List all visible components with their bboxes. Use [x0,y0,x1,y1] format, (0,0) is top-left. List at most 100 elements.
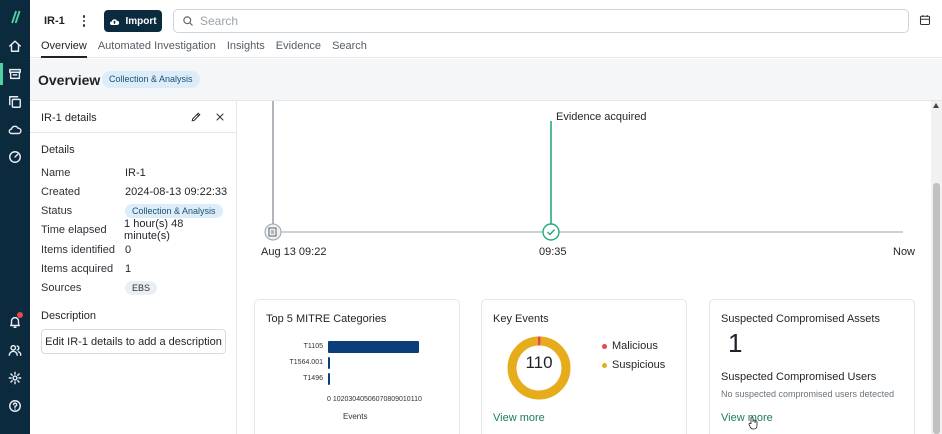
search-icon [183,16,193,26]
help-icon[interactable] [4,395,26,417]
tab-search[interactable]: Search [332,40,367,52]
detail-key: Time elapsed [41,224,107,236]
description-label: Description [41,310,97,322]
detail-row-items-identified: Items identified 0 [41,242,231,258]
mitre-categories-card: Top 5 MITRE Categories T1105 T1564.001 T14… [254,299,460,434]
scrollbar-thumb[interactable] [933,183,940,434]
detail-row-items-acquired: Items acquired 1 [41,261,231,277]
brand-logo-icon[interactable] [4,6,26,28]
detail-key: Status [41,205,73,217]
cloud-icon[interactable] [4,119,26,141]
detail-value: 2024-08-13 09:22:33 [125,186,228,198]
detail-key: Name [41,167,71,179]
calendar-icon[interactable] [919,14,933,28]
x-axis-tick-labels: 0 10203040506070809010110 [327,396,422,403]
edit-description-button[interactable]: Edit IR-1 details to add a description [41,329,226,354]
details-panel-title: IR-1 details [41,112,97,124]
detail-row-created: Created 2024-08-13 09:22:33 [41,184,231,200]
settings-gear-icon[interactable] [4,367,26,389]
detail-row-sources: Sources EBS [41,280,231,296]
key-events-view-more-link[interactable]: View more [493,412,545,424]
bar-category-label: T1496 [303,375,323,382]
bar-category-label: T1105 [303,343,323,350]
detail-value: 0 [125,244,132,256]
detail-value: 1 [125,263,132,275]
legend-suspicious: Suspicious [602,359,665,371]
import-button[interactable]: Import [104,10,162,32]
assets-title: Suspected Compromised Assets [721,313,880,325]
legend-label: Malicious [612,340,658,352]
key-events-card: Key Events 110 Malicious Suspicious View… [481,299,687,434]
timeline-event-label: Evidence acquired [556,111,647,123]
timeline-chart [264,101,903,241]
notifications-bell-icon[interactable] [4,311,26,333]
legend-malicious: Malicious [602,340,658,352]
users-empty-message: No suspected compromised users detected [721,389,895,399]
copy-icon[interactable] [4,91,26,113]
tab-insights[interactable]: Insights [226,40,265,52]
notification-dot [17,312,23,318]
edit-pencil-icon[interactable] [190,111,202,123]
details-panel: IR-1 details Details Name IR-1 Created 2… [30,101,237,434]
suspected-view-more-link[interactable]: View more [721,412,773,424]
bar-category-label: T1564.001 [289,359,323,366]
vertical-scrollbar[interactable] [931,101,942,434]
case-start-marker-icon [264,223,282,241]
import-button-label: Import [125,15,157,27]
tab-overview[interactable]: Overview [41,40,87,58]
bar-T1496[interactable] [328,373,330,385]
evidence-checkmark-icon [542,223,560,241]
tab-evidence[interactable]: Evidence [275,40,322,52]
overview-main: Evidence acquired Aug 13 09:22 09:35 Now… [238,101,931,434]
case-tabs: Overview Automated Investigation Insight… [41,40,378,58]
users-title: Suspected Compromised Users [721,371,877,383]
bar-T1564.001[interactable] [328,357,330,369]
detail-value: 1 hour(s) 48 minute(s) [124,218,184,242]
card-title: Key Events [493,313,549,325]
detail-key: Created [41,186,81,198]
dashboard-gauge-icon[interactable] [4,146,26,168]
close-icon[interactable] [214,111,226,123]
detail-row-time-elapsed: Time elapsed 1 hour(s) 48 minute(s) [41,218,231,242]
top-bar: IR-1 Import Overview Automated Investiga… [30,0,942,58]
details-panel-header: IR-1 details [30,101,237,133]
card-title: Top 5 MITRE Categories [266,313,387,325]
left-nav-rail [0,0,30,434]
scroll-up-arrow-icon[interactable] [933,103,939,108]
legend-dot [602,362,607,368]
hand-cursor-icon [748,416,758,430]
case-title: IR-1 [44,15,65,27]
detail-key: Items acquired [41,263,114,275]
detail-value: IR-1 [125,167,146,179]
users-icon[interactable] [4,339,26,361]
key-events-donut [507,336,571,400]
x-axis-label: Events [343,412,368,421]
tab-automated-investigation[interactable]: Automated Investigation [97,40,216,52]
status-badge: Collection & Analysis [102,71,200,88]
cases-icon[interactable] [4,63,26,85]
details-section-title: Details [41,144,75,156]
bar-T1105[interactable] [328,341,419,353]
page-title: Overview [38,72,101,88]
timeline-end-label: Now [893,246,916,258]
key-events-total: 110 [525,353,553,372]
timeline-start-label: Aug 13 09:22 [261,246,327,258]
overview-header: Overview Collection & Analysis [30,59,942,101]
detail-row-name: Name IR-1 [41,165,231,181]
timeline-event-time: 09:35 [539,246,567,258]
search-input[interactable] [200,14,880,28]
detail-key: Items identified [41,244,115,256]
source-chip: EBS [125,281,158,295]
detail-key: Sources [41,282,82,294]
search-box[interactable] [173,9,909,33]
legend-dot [602,343,607,349]
home-icon[interactable] [4,35,26,57]
suspected-compromised-card: Suspected Compromised Assets 1 Suspected… [709,299,915,434]
more-options-icon[interactable] [78,12,90,30]
donut-slice-malicious[interactable] [507,336,571,400]
active-indicator [0,63,3,85]
status-badge: Collection & Analysis [125,204,223,218]
cloud-upload-icon [110,18,120,25]
detail-row-status: Status Collection & Analysis [41,203,231,219]
legend-label: Suspicious [612,359,666,371]
